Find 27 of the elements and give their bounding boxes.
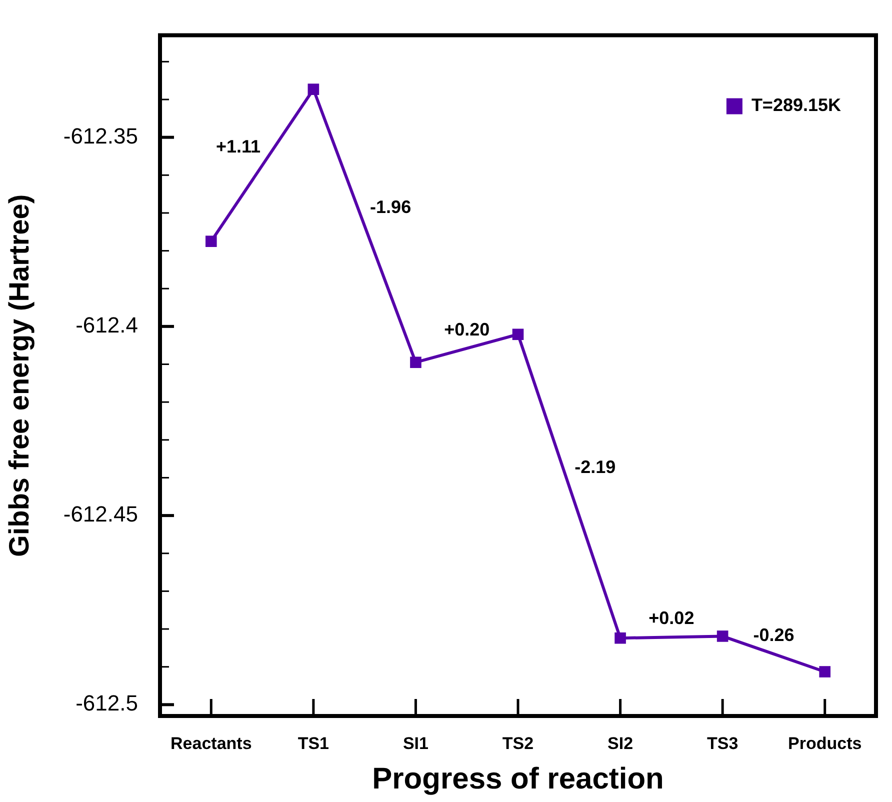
x-tick-label: TS3 bbox=[706, 734, 738, 753]
annotation: +1.11 bbox=[216, 136, 261, 156]
legend-label: T=289.15K bbox=[751, 95, 841, 116]
annotation: +0.20 bbox=[444, 319, 490, 340]
y-tick-label: -612.35 bbox=[63, 123, 138, 148]
annotation: +0.02 bbox=[648, 608, 694, 628]
point bbox=[308, 84, 320, 95]
y-tick-label: -612.5 bbox=[76, 690, 138, 716]
annotation: -1.96 bbox=[370, 196, 412, 217]
point bbox=[614, 632, 626, 644]
y-tick-label: -612.45 bbox=[63, 502, 138, 527]
x-tick-label: Products bbox=[788, 734, 862, 753]
x-axis-title: Progress of reaction bbox=[372, 762, 664, 796]
point bbox=[205, 236, 217, 247]
point bbox=[716, 630, 728, 642]
annotation: -0.26 bbox=[753, 624, 794, 645]
x-tick-label: TS2 bbox=[502, 734, 534, 753]
y-tick-label: -612.4 bbox=[76, 312, 138, 338]
annotation: -2.19 bbox=[574, 457, 616, 478]
point bbox=[410, 356, 422, 368]
point bbox=[512, 328, 524, 340]
x-tick-label: TS1 bbox=[298, 734, 330, 753]
x-tick-label: SI2 bbox=[608, 734, 634, 753]
y-axis-title: Gibbs free energy (Hartree) bbox=[4, 194, 35, 557]
point bbox=[819, 666, 831, 678]
x-tick-label: Reactants bbox=[170, 734, 252, 753]
x-tick-label: SI1 bbox=[402, 734, 428, 753]
